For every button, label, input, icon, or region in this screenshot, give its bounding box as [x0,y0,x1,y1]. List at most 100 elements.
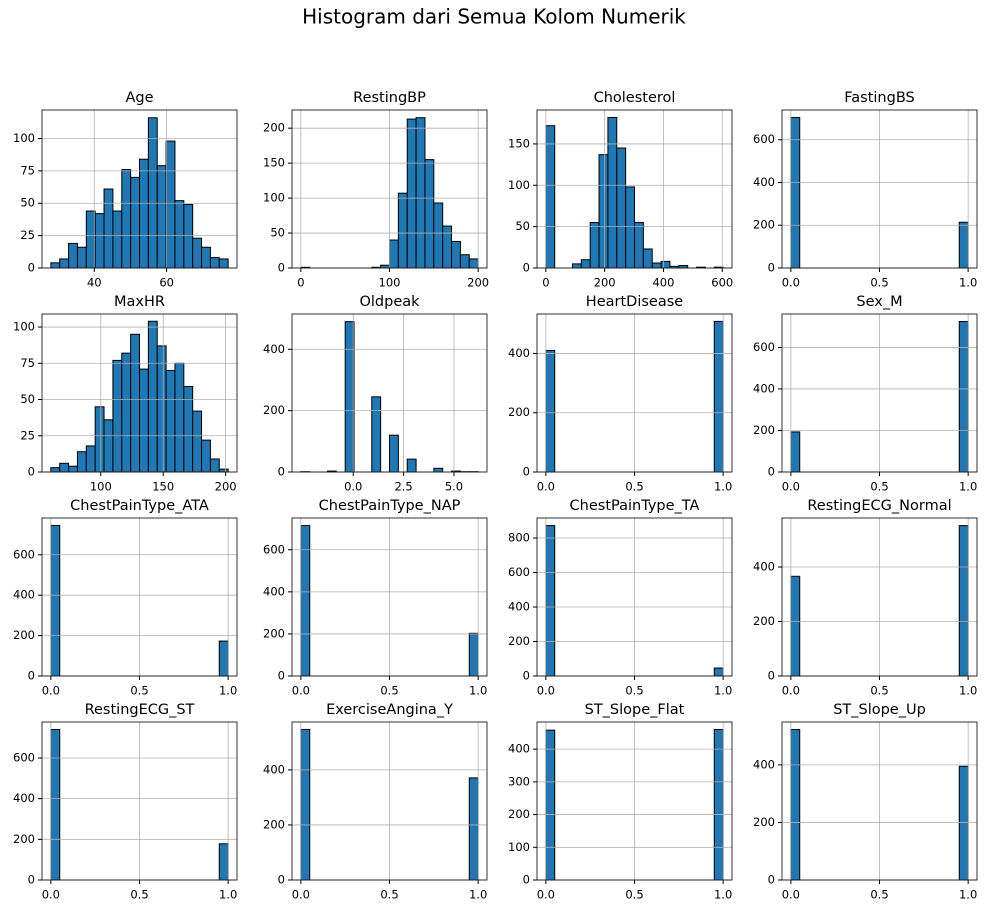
bar [210,258,219,268]
y-tick-label: 400 [263,342,285,356]
y-tick-label: 400 [508,600,530,614]
subplot-title: ST_Slope_Flat [585,702,685,718]
subplot-title: ExerciseAngina_Y [326,702,453,718]
y-tick-label: 200 [753,423,775,437]
x-tick-label: 0.0 [782,480,800,494]
bar [69,243,78,268]
x-tick-label: 100 [90,480,112,494]
bar [51,525,60,676]
figure-title: Histogram dari Semua Kolom Numerik [302,5,686,29]
y-tick-label: 600 [263,542,285,556]
y-tick-label: 400 [753,175,775,189]
x-tick-label: 1.0 [959,480,977,494]
bar [959,222,968,268]
x-tick-label: 600 [711,276,733,290]
x-tick-label: 200 [467,276,489,290]
y-tick-label: 0 [278,669,285,683]
y-tick-label: 400 [753,757,775,771]
x-tick-label: 200 [594,276,616,290]
bar [86,446,95,472]
bar [301,526,310,676]
x-tick-label: 100 [379,276,401,290]
bar [469,259,478,268]
bar [390,435,399,472]
y-tick-label: 50 [20,392,35,406]
bar [425,160,434,268]
x-tick-label: 60 [159,276,174,290]
y-tick-label: 200 [13,628,35,642]
bar [202,440,211,472]
subplot-title: MaxHR [114,294,165,310]
bar [599,155,608,268]
x-tick-label: 0.5 [625,888,643,902]
y-tick-label: 25 [20,428,35,442]
y-tick-label: 200 [13,832,35,846]
bar [546,350,555,472]
bar [104,420,113,472]
bar [166,141,175,268]
bar [546,526,555,676]
y-tick-label: 400 [753,381,775,395]
bar [77,452,86,472]
x-tick-label: 200 [215,480,237,494]
bar [140,369,149,472]
bar [175,363,184,472]
y-tick-label: 50 [270,226,285,240]
x-tick-label: 0.0 [537,888,555,902]
y-tick-label: 75 [20,356,35,370]
bar [590,223,599,268]
bar [166,371,175,472]
x-tick-label: 1.0 [959,888,977,902]
y-tick-label: 600 [753,340,775,354]
y-tick-label: 200 [263,626,285,640]
bar [398,193,407,268]
bar [643,249,652,268]
bar [714,668,723,676]
x-tick-label: 0.5 [625,684,643,698]
bar [113,360,122,472]
bar [407,119,416,268]
x-tick-label: 0.0 [537,480,555,494]
x-tick-label: 0 [542,276,549,290]
bar [86,211,95,268]
bar [635,223,644,268]
subplot-title: Age [125,90,153,106]
bar [608,117,617,268]
y-tick-label: 200 [263,403,285,417]
bar [95,214,104,268]
y-tick-label: 600 [13,750,35,764]
y-tick-label: 150 [508,136,530,150]
bar [434,468,443,472]
y-tick-label: 0 [28,669,35,683]
bar [372,397,381,472]
x-tick-label: 0 [297,276,304,290]
y-tick-label: 100 [13,131,35,145]
y-tick-label: 100 [263,191,285,205]
bar [140,159,149,268]
y-tick-label: 0 [768,669,775,683]
y-tick-label: 0 [523,669,530,683]
y-tick-label: 75 [20,163,35,177]
x-tick-label: 1.0 [959,276,977,290]
y-tick-label: 200 [263,121,285,135]
bar [60,259,69,268]
bar [469,778,478,880]
x-tick-label: 0.5 [870,684,888,698]
x-tick-label: 0.0 [42,888,60,902]
subplot-title: ChestPainType_NAP [319,498,461,514]
x-tick-label: 0.0 [782,684,800,698]
bar [95,407,104,472]
y-tick-label: 200 [508,405,530,419]
y-tick-label: 600 [13,547,35,561]
bar [460,255,469,268]
x-tick-label: 0.5 [130,684,148,698]
y-tick-label: 50 [515,219,530,233]
y-tick-label: 600 [508,565,530,579]
bar [113,211,122,268]
y-tick-label: 100 [13,320,35,334]
y-tick-label: 400 [508,742,530,756]
y-tick-label: 50 [20,196,35,210]
x-tick-label: 0.5 [380,684,398,698]
bar [202,247,211,268]
y-tick-label: 0 [278,873,285,887]
